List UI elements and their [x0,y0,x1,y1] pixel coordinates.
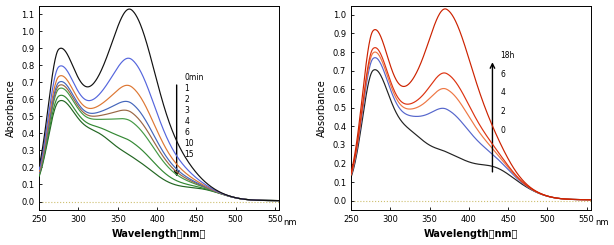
Text: 6: 6 [185,128,189,137]
Y-axis label: Absorbance: Absorbance [317,79,327,137]
Text: 6: 6 [500,70,505,79]
Text: 3: 3 [185,106,189,115]
Text: 15: 15 [185,150,194,159]
Text: 0: 0 [500,126,505,135]
Text: 2: 2 [185,95,189,104]
Text: nm: nm [596,218,609,227]
Text: 10: 10 [185,139,194,148]
Text: 18h: 18h [500,51,515,60]
Text: 1: 1 [185,84,189,93]
Text: 4: 4 [500,88,505,98]
Text: 0min: 0min [185,73,204,82]
Text: 4: 4 [185,117,189,126]
Text: nm: nm [284,218,297,227]
X-axis label: Wavelength（nm）: Wavelength（nm） [112,230,206,239]
Y-axis label: Absorbance: Absorbance [6,79,15,137]
X-axis label: Wavelength（nm）: Wavelength（nm） [424,230,518,239]
Text: 2: 2 [500,107,505,116]
